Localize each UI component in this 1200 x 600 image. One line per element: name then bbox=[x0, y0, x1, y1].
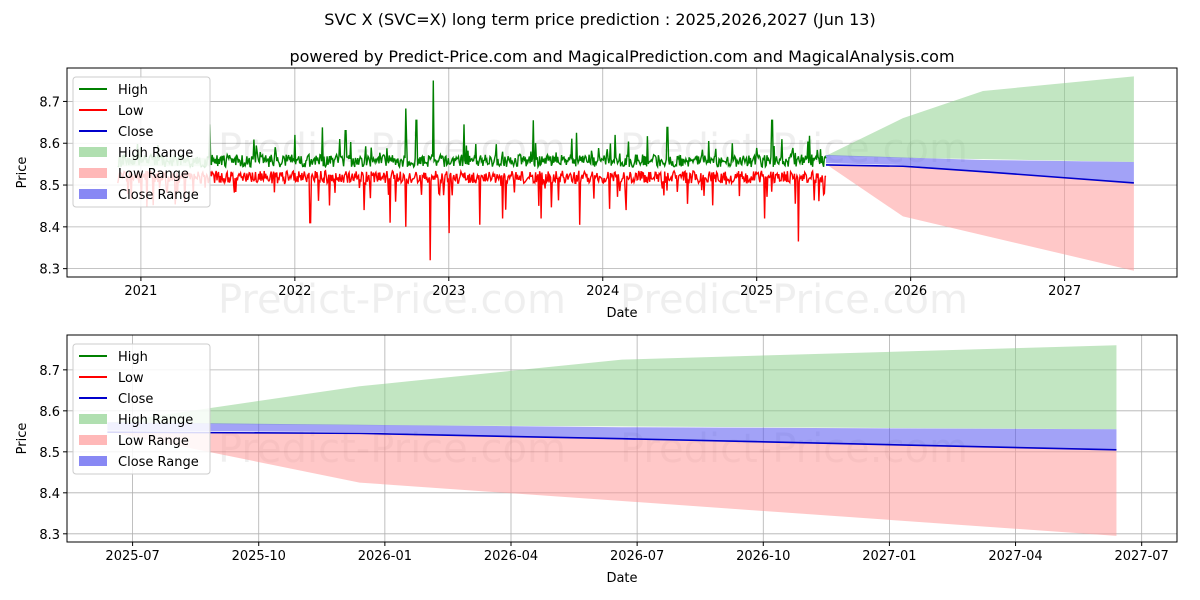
y-tick-label: 8.3 bbox=[39, 263, 60, 278]
x-tick-label: 2026-04 bbox=[484, 549, 538, 564]
y-tick-label: 8.4 bbox=[39, 221, 60, 236]
legend-label: Close bbox=[118, 125, 153, 140]
x-tick-label: 2025-10 bbox=[232, 549, 286, 564]
close-series-line bbox=[825, 164, 1134, 184]
high-series-line bbox=[117, 80, 827, 170]
legend: High Low Close High Range Low Range Close Ran… bbox=[72, 76, 211, 208]
chart-title: SVC X (SVC=X) long term price prediction… bbox=[324, 10, 875, 29]
x-tick-label: 2022 bbox=[278, 284, 311, 299]
x-tick-label: 2021 bbox=[124, 284, 157, 299]
low-range-area bbox=[825, 164, 1134, 271]
legend-label: High bbox=[118, 83, 148, 98]
x-tick-label: 2026-01 bbox=[358, 549, 412, 564]
watermark-text: Predict-Price.com bbox=[620, 277, 968, 323]
watermark-text: Predict-Price.com bbox=[218, 277, 566, 323]
y-tick-label: 8.5 bbox=[39, 179, 60, 194]
close-series-line bbox=[107, 431, 1117, 451]
x-tick-label: 2024 bbox=[586, 284, 619, 299]
plot-area bbox=[117, 76, 1134, 271]
chart-subtitle: powered by Predict-Price.com and Magical… bbox=[289, 47, 954, 66]
close-range-area bbox=[107, 422, 1117, 450]
y-tick-label: 8.7 bbox=[39, 364, 60, 379]
x-tick-label: 2027 bbox=[1048, 284, 1081, 299]
y-tick-label: 8.7 bbox=[39, 95, 60, 110]
legend-label: High bbox=[118, 350, 148, 365]
x-tick-label: 2023 bbox=[432, 284, 465, 299]
x-axis-label: Date bbox=[606, 571, 637, 586]
top-panel: Predict-Price.com Predict-Price.comPredic… bbox=[15, 67, 1178, 323]
high-range-area bbox=[825, 76, 1134, 163]
legend: High Low Close High Range Low Range Close Ran… bbox=[72, 343, 211, 475]
legend-box bbox=[72, 76, 211, 208]
y-tick-label: 8.6 bbox=[39, 137, 60, 152]
x-tick-label: 2025 bbox=[740, 284, 773, 299]
legend-swatch-patch bbox=[79, 456, 107, 466]
x-tick-label: 2025-07 bbox=[105, 549, 159, 564]
y-tick-label: 8.5 bbox=[39, 446, 60, 461]
legend-label: High Range bbox=[118, 413, 193, 428]
y-axis-label: Price bbox=[15, 157, 30, 189]
low-range-area bbox=[107, 431, 1117, 536]
legend-label: Close Range bbox=[118, 455, 199, 470]
legend-swatch-patch bbox=[79, 414, 107, 424]
y-axis-label: Price bbox=[15, 423, 30, 455]
legend-box bbox=[72, 343, 211, 475]
x-tick-label: 2026-10 bbox=[736, 549, 790, 564]
close-range-area bbox=[825, 154, 1134, 183]
bottom-panel: Predict-Price.comPredict-Price.com2025-0… bbox=[15, 334, 1178, 586]
x-tick-label: 2027-01 bbox=[862, 549, 916, 564]
x-axis-label: Date bbox=[606, 306, 637, 321]
legend-label: Low bbox=[118, 371, 144, 386]
x-tick-label: 2027-04 bbox=[988, 549, 1042, 564]
x-tick-label: 2026 bbox=[894, 284, 927, 299]
y-tick-label: 8.6 bbox=[39, 405, 60, 420]
plot-frame bbox=[66, 334, 1178, 543]
legend-swatch-patch bbox=[79, 189, 107, 199]
x-tick-label: 2027-07 bbox=[1115, 549, 1169, 564]
legend-label: Close bbox=[118, 392, 153, 407]
low-series-line bbox=[117, 168, 827, 261]
y-tick-label: 8.4 bbox=[39, 487, 60, 502]
x-tick-label: 2026-07 bbox=[610, 549, 664, 564]
plot-area bbox=[107, 345, 1117, 536]
legend-label: Low Range bbox=[118, 434, 189, 449]
legend-swatch-patch bbox=[79, 147, 107, 157]
legend-swatch-patch bbox=[79, 435, 107, 445]
legend-label: Low Range bbox=[118, 167, 189, 182]
high-range-area bbox=[107, 345, 1117, 430]
legend-swatch-patch bbox=[79, 168, 107, 178]
legend-label: High Range bbox=[118, 146, 193, 161]
legend-label: Low bbox=[118, 104, 144, 119]
y-tick-label: 8.3 bbox=[39, 528, 60, 543]
legend-label: Close Range bbox=[118, 188, 199, 203]
plot-frame bbox=[66, 67, 1178, 278]
